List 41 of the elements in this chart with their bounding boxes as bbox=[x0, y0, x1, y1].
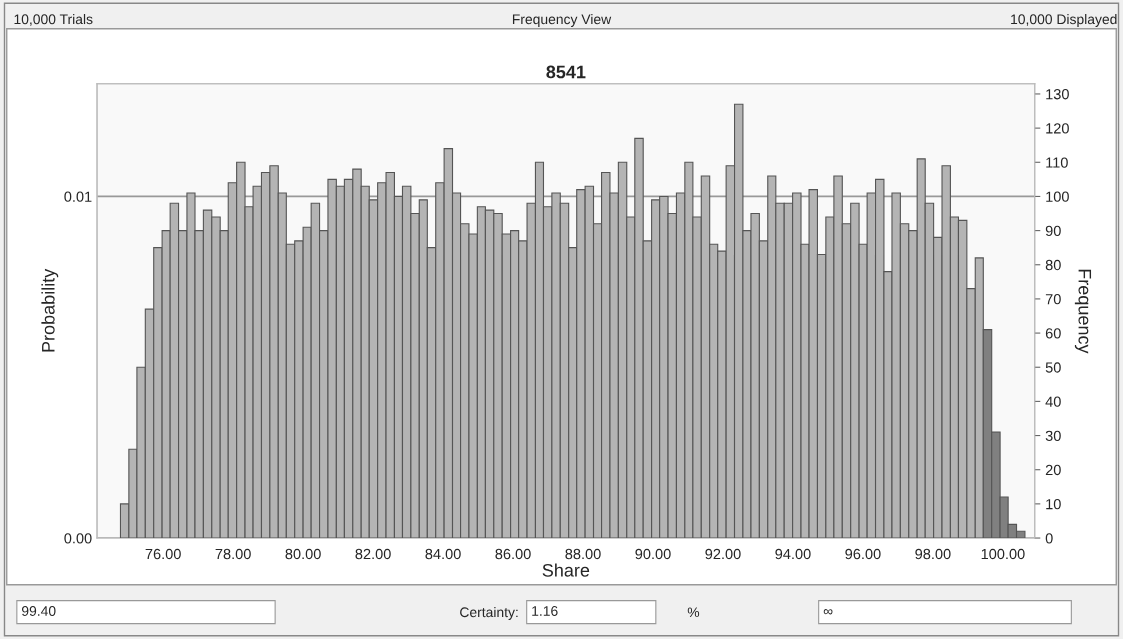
y-tick-label: 0.00 bbox=[64, 533, 92, 544]
text: 99.40 bbox=[21, 606, 56, 616]
text: % bbox=[687, 607, 700, 618]
y2-tick-label: 70 bbox=[1045, 294, 1061, 305]
y2-tick-label: 100 bbox=[1046, 191, 1069, 202]
x-tick-label: 92.00 bbox=[705, 548, 741, 560]
y2-tick-label: 30 bbox=[1045, 430, 1061, 441]
x-tick-label: 94.00 bbox=[775, 548, 811, 560]
text: Certainty: bbox=[460, 606, 518, 620]
y2-tick-label: 60 bbox=[1045, 328, 1061, 339]
y2-tick-label: 80 bbox=[1045, 259, 1061, 271]
text: Frequency View bbox=[512, 13, 612, 27]
text: 10,000 Trials bbox=[14, 13, 93, 26]
x-tick-label: 100.00 bbox=[981, 548, 1025, 560]
text: 1.16 bbox=[532, 606, 558, 616]
y2-tick-label: 0 bbox=[1045, 533, 1053, 544]
x-tick-label: 80.00 bbox=[285, 548, 321, 560]
y2-tick-label: 40 bbox=[1045, 396, 1061, 407]
text: ∞ bbox=[823, 609, 833, 615]
x-tick-label: 98.00 bbox=[915, 548, 951, 560]
x-tick-label: 76.00 bbox=[145, 548, 181, 560]
x-axis-title: Share bbox=[542, 563, 590, 577]
chart-title: 8541 bbox=[546, 65, 586, 79]
y2-axis-title: Frequency bbox=[1074, 269, 1092, 354]
y-axis-title: Probability bbox=[41, 268, 59, 352]
text: 10,000 Displayed bbox=[1011, 13, 1117, 27]
x-tick-label: 90.00 bbox=[635, 548, 671, 560]
y2-tick-label: 120 bbox=[1046, 123, 1069, 134]
y2-tick-label: 90 bbox=[1045, 225, 1061, 237]
x-tick-label: 82.00 bbox=[355, 548, 391, 560]
y2-tick-label: 130 bbox=[1046, 89, 1069, 100]
x-tick-label: 86.00 bbox=[495, 548, 531, 560]
x-tick-label: 84.00 bbox=[425, 548, 461, 560]
y2-tick-label: 10 bbox=[1046, 498, 1061, 510]
y2-tick-label: 50 bbox=[1045, 362, 1061, 373]
y2-tick-label: 20 bbox=[1045, 464, 1061, 476]
y-tick-label: 0.01 bbox=[64, 191, 92, 202]
x-tick-label: 78.00 bbox=[215, 548, 251, 560]
y2-tick-label: 110 bbox=[1046, 157, 1068, 168]
x-tick-label: 96.00 bbox=[845, 548, 881, 560]
x-tick-label: 88.00 bbox=[565, 548, 601, 560]
